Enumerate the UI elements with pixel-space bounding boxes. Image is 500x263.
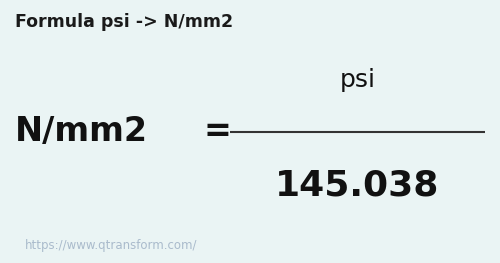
Text: 145.038: 145.038 (276, 168, 440, 203)
Text: =: = (204, 115, 232, 148)
Text: https://www.qtransform.com/: https://www.qtransform.com/ (25, 240, 198, 252)
Text: psi: psi (340, 68, 376, 92)
Text: N/mm2: N/mm2 (15, 115, 148, 148)
Text: Formula psi -> N/mm2: Formula psi -> N/mm2 (15, 13, 233, 31)
